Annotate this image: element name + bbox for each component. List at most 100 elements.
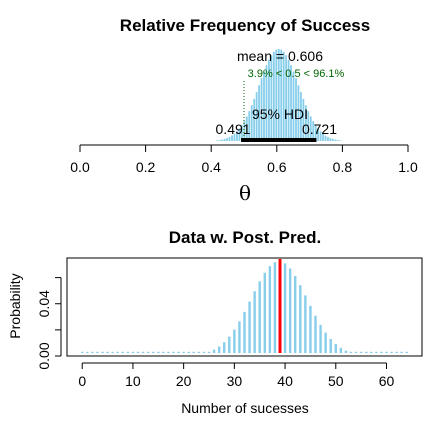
- predictive-bar: [157, 351, 160, 353]
- predictive-bar: [152, 351, 155, 353]
- posterior-bar: [319, 131, 322, 141]
- predictive-bar: [86, 351, 89, 353]
- posterior-bar: [268, 59, 270, 142]
- posterior-bar: [243, 121, 246, 141]
- posterior-bar: [263, 71, 265, 141]
- predictive-bar: [202, 351, 206, 353]
- predictive-bar: [136, 351, 140, 353]
- posterior-bar: [295, 78, 297, 141]
- bottom-x-axis-label: Number of sucesses: [181, 400, 309, 416]
- posterior-bar: [248, 111, 251, 141]
- posterior-bar: [334, 139, 337, 141]
- top-x-axis: 0.0 0.2 0.4 0.6 0.8 1.0: [70, 144, 418, 175]
- predictive-bar: [294, 275, 297, 353]
- predictive-bar: [217, 346, 221, 353]
- bottom-y-tick-label: 0.00: [36, 342, 52, 369]
- bottom-histogram: [81, 261, 408, 353]
- predictive-bar: [319, 324, 322, 353]
- posterior-bar: [231, 135, 233, 141]
- predictive-bar: [309, 305, 312, 353]
- bottom-x-tick-label: 20: [176, 373, 192, 389]
- top-x-tick-label: 0.4: [201, 159, 221, 175]
- bottom-x-tick-label: 0: [78, 373, 86, 389]
- predictive-bar: [349, 351, 353, 353]
- predictive-bar: [116, 351, 119, 353]
- bottom-x-tick-label: 40: [277, 373, 293, 389]
- posterior-bar: [275, 49, 278, 141]
- predictive-bar: [141, 351, 145, 353]
- posterior-bar: [287, 59, 290, 142]
- predictive-bar: [268, 266, 272, 353]
- top-x-tick-label: 0.8: [333, 159, 353, 175]
- posterior-bar: [282, 51, 285, 141]
- predictive-bar: [146, 351, 150, 353]
- predictive-bar: [228, 336, 231, 353]
- posterior-bar: [309, 116, 312, 141]
- posterior-bar: [339, 140, 342, 141]
- predictive-bar: [187, 351, 190, 353]
- posterior-bar: [245, 116, 248, 141]
- posterior-bar: [285, 55, 288, 141]
- posterior-bar: [322, 133, 324, 141]
- predictive-bar: [126, 351, 130, 353]
- predictive-bar: [390, 351, 393, 353]
- top-histogram: [216, 49, 342, 142]
- predictive-bar: [121, 351, 124, 353]
- predictive-bar: [248, 301, 251, 353]
- predictive-bar: [177, 351, 180, 353]
- posterior-bar: [233, 133, 236, 141]
- posterior-bar: [265, 65, 268, 141]
- posterior-bar: [300, 92, 302, 141]
- posterior-bar: [253, 98, 256, 141]
- predictive-bar: [324, 332, 327, 353]
- posterior-bar: [258, 85, 260, 141]
- posterior-bar: [317, 128, 320, 141]
- top-chart-title: Relative Frequency of Success: [120, 16, 370, 35]
- predictive-bar: [243, 311, 246, 353]
- predictive-bar: [288, 268, 292, 353]
- compare-label: 3.9% < 0.5 < 96.1%: [248, 68, 345, 80]
- predictive-bar: [258, 281, 261, 353]
- predictive-bar: [405, 351, 408, 353]
- posterior-bar: [255, 92, 258, 141]
- posterior-bar: [280, 49, 283, 141]
- top-x-tick-label: 0.6: [267, 159, 287, 175]
- posterior-bar: [223, 138, 226, 141]
- predictive-bar: [329, 339, 332, 353]
- bottom-y-axis-label: Probability: [7, 273, 23, 338]
- predictive-bar: [354, 351, 358, 353]
- predictive-bar: [375, 351, 378, 353]
- posterior-bar: [228, 136, 231, 141]
- predictive-bar: [131, 351, 135, 353]
- predictive-bar: [111, 351, 114, 353]
- top-x-tick-label: 0.0: [70, 159, 90, 175]
- posterior-bar: [327, 136, 329, 141]
- posterior-bar: [277, 49, 280, 141]
- predictive-bar: [334, 344, 337, 353]
- posterior-bar: [290, 65, 292, 141]
- predictive-bar: [359, 351, 363, 353]
- posterior-bar: [270, 55, 273, 141]
- top-x-tick-label: 0.2: [136, 159, 156, 175]
- hdi-low-label: 0.491: [216, 121, 251, 137]
- predictive-bar: [314, 315, 317, 353]
- predictive-bar: [263, 272, 266, 353]
- predictive-bar: [233, 329, 236, 353]
- predictive-bar: [339, 347, 343, 353]
- predictive-bar: [385, 351, 388, 353]
- posterior-bar: [307, 111, 310, 141]
- top-x-tick-label: 1.0: [398, 159, 418, 175]
- predictive-bar: [365, 351, 368, 353]
- predictive-bar: [304, 295, 307, 353]
- predictive-bar: [299, 285, 302, 353]
- predictive-bar: [370, 351, 373, 353]
- bottom-plot-frame: [66, 257, 423, 357]
- bottom-x-tick-label: 30: [227, 373, 243, 389]
- posterior-bar: [302, 98, 305, 141]
- predictive-bar: [344, 350, 348, 353]
- predictive-bar: [172, 351, 175, 353]
- mean-label: mean = 0.606: [237, 48, 323, 64]
- posterior-bar: [314, 125, 317, 141]
- bottom-y-tick-label: 0.04: [36, 290, 52, 317]
- predictive-bar: [106, 351, 109, 353]
